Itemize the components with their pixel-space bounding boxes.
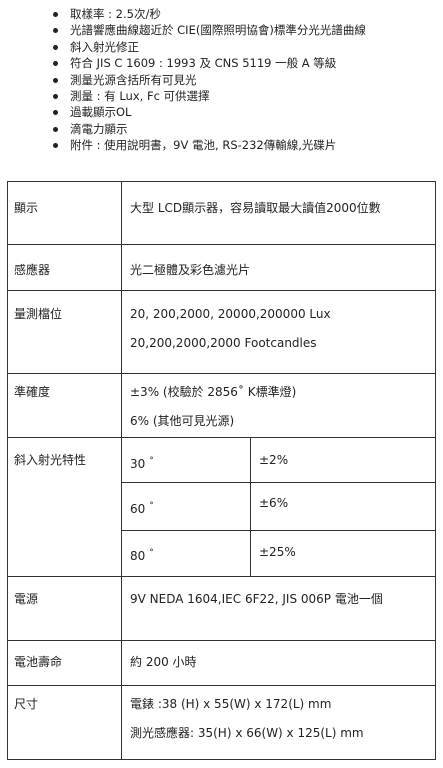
spec-label: 電源 xyxy=(7,576,122,641)
spec-table: 顯示 大型 LCD顯示器，容易讀取最大讀值2000位數 感應器 光二極體及彩色濾… xyxy=(7,181,437,760)
spec-label: 量測檔位 xyxy=(7,290,122,374)
spec-row-oblique: 80 ° ±25% xyxy=(8,530,437,577)
spec-row-battery-life: 電池壽命 約 200 小時 xyxy=(7,640,437,686)
angle-cell: 60 ° xyxy=(121,482,251,531)
bullet-icon xyxy=(53,93,58,99)
spec-row-oblique: 斜入射光特性 30 ° ±2% xyxy=(7,437,437,577)
angle-cell: 80 ° xyxy=(121,530,251,577)
feature-item: 光譜響應曲線趨近於 CIE(國際照明協會)標準分光光譜曲線 xyxy=(0,22,443,38)
percent-cell: ±2% xyxy=(249,437,437,483)
spec-row-sensor: 感應器 光二極體及彩色濾光片 xyxy=(7,244,437,291)
feature-item: 測量光源含括所有可見光 xyxy=(0,72,443,88)
feature-item: 取樣率 : 2.5次/秒 xyxy=(0,6,443,22)
spec-row-size: 尺寸 電錶 :38 (H) x 55(W) x 172(L) mm 測光感應器:… xyxy=(7,685,437,760)
spec-label: 準確度 xyxy=(7,373,122,438)
bullet-icon xyxy=(53,61,58,67)
percent-cell: ±6% xyxy=(249,482,437,531)
spec-row-power: 電源 9V NEDA 1604,IEC 6F22, JIS 006P 電池一個 xyxy=(7,576,437,641)
spec-label: 感應器 xyxy=(7,244,122,291)
percent-cell: ±25% xyxy=(249,530,437,577)
spec-value: 20, 200,2000, 20000,200000 Lux 20,200,20… xyxy=(120,290,437,374)
spec-value: 電錶 :38 (H) x 55(W) x 172(L) mm 測光感應器: 35… xyxy=(120,685,437,760)
feature-item: 滴電力顯示 xyxy=(0,121,443,137)
bullet-icon xyxy=(53,28,58,34)
bullet-icon xyxy=(53,44,58,50)
spec-value: 大型 LCD顯示器，容易讀取最大讀值2000位數 xyxy=(120,181,437,245)
bullet-icon xyxy=(53,143,58,149)
feature-item: 附件 : 使用說明書，9V 電池, RS-232傳輸線,光碟片 xyxy=(0,137,443,153)
spec-label: 尺寸 xyxy=(7,685,122,760)
spec-row-oblique: 60 ° ±6% xyxy=(8,482,437,531)
spec-label: 顯示 xyxy=(7,181,122,245)
bullet-icon xyxy=(53,126,58,132)
feature-item: 斜入射光修正 xyxy=(0,39,443,55)
spec-value: ±3% (校驗於 2856˚ K標準燈) 6% (其他可見光源) xyxy=(120,373,437,438)
feature-item: 測量 : 有 Lux, Fc 可供選擇 xyxy=(0,88,443,104)
spec-label: 電池壽命 xyxy=(7,640,122,686)
spec-value: 約 200 小時 xyxy=(120,640,437,686)
feature-list: 取樣率 : 2.5次/秒 光譜響應曲線趨近於 CIE(國際照明協會)標準分光光譜… xyxy=(0,6,443,154)
bullet-icon xyxy=(53,77,58,83)
angle-cell: 30 ° xyxy=(121,437,251,483)
feature-item: 符合 JIS C 1609 : 1993 及 CNS 5119 一般 A 等級 xyxy=(0,55,443,71)
bullet-icon xyxy=(53,12,58,17)
bullet-icon xyxy=(53,110,58,116)
spec-row-display: 顯示 大型 LCD顯示器，容易讀取最大讀值2000位數 xyxy=(7,181,437,245)
spec-row-accuracy: 準確度 ±3% (校驗於 2856˚ K標準燈) 6% (其他可見光源) xyxy=(7,373,437,438)
spec-row-range: 量測檔位 20, 200,2000, 20000,200000 Lux 20,2… xyxy=(7,290,437,374)
spec-value: 光二極體及彩色濾光片 xyxy=(120,244,437,291)
feature-item: 過載顯示OL xyxy=(0,104,443,120)
spec-label: 斜入射光特性 xyxy=(7,437,122,577)
spec-value: 9V NEDA 1604,IEC 6F22, JIS 006P 電池一個 xyxy=(120,576,437,641)
